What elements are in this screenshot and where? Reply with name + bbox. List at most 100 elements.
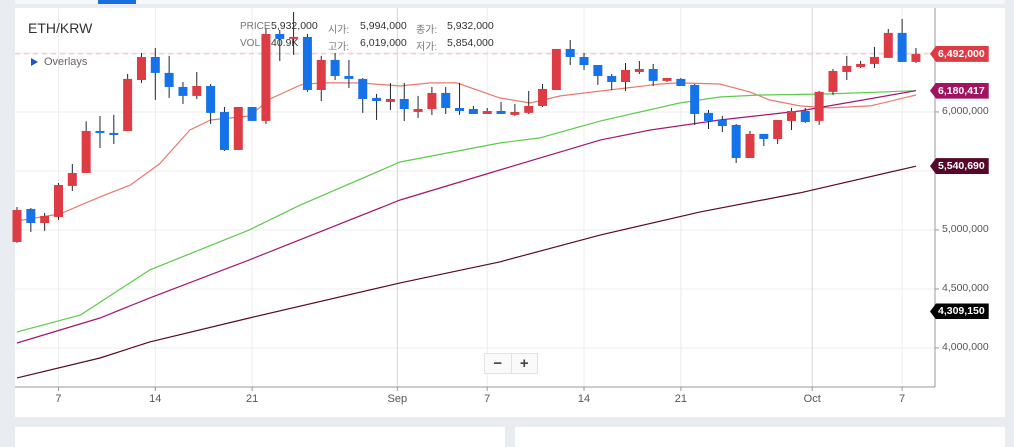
candle-body bbox=[856, 63, 866, 67]
candle[interactable] bbox=[358, 77, 368, 113]
active-tab-indicator[interactable] bbox=[98, 0, 136, 4]
candle[interactable] bbox=[786, 107, 796, 131]
candle[interactable] bbox=[496, 101, 506, 114]
candle[interactable] bbox=[648, 63, 658, 86]
candle[interactable] bbox=[261, 27, 271, 124]
candle[interactable] bbox=[302, 33, 312, 92]
candlestick-chart[interactable] bbox=[0, 0, 1014, 438]
candle[interactable] bbox=[579, 52, 589, 70]
candle-body bbox=[344, 75, 354, 79]
candle-body bbox=[759, 133, 769, 139]
candle[interactable] bbox=[427, 86, 437, 115]
candle[interactable] bbox=[745, 130, 755, 158]
candle[interactable] bbox=[136, 52, 146, 83]
candle[interactable] bbox=[538, 83, 548, 107]
candle[interactable] bbox=[316, 55, 326, 101]
candle[interactable] bbox=[468, 105, 478, 114]
candle[interactable] bbox=[828, 69, 838, 95]
candle-body bbox=[731, 124, 741, 158]
candle[interactable] bbox=[233, 106, 243, 150]
zoom-out-button[interactable]: − bbox=[493, 355, 503, 372]
candle-body bbox=[717, 119, 727, 126]
candle-body bbox=[441, 92, 451, 108]
candle[interactable] bbox=[67, 163, 77, 192]
candle[interactable] bbox=[372, 93, 382, 120]
overlays-toggle[interactable]: Overlays bbox=[31, 56, 87, 68]
overlays-label: Overlays bbox=[44, 56, 88, 68]
candle[interactable] bbox=[551, 48, 561, 91]
candle-body bbox=[593, 64, 603, 76]
candle-body bbox=[261, 33, 271, 121]
candle[interactable] bbox=[219, 106, 229, 152]
candle[interactable] bbox=[164, 55, 174, 98]
candle[interactable] bbox=[247, 106, 257, 121]
candle[interactable] bbox=[399, 82, 409, 121]
candle[interactable] bbox=[814, 90, 824, 125]
candle[interactable] bbox=[482, 107, 492, 114]
candle[interactable] bbox=[690, 83, 700, 125]
candle[interactable] bbox=[800, 107, 810, 123]
candle-body bbox=[510, 111, 520, 115]
candle[interactable] bbox=[26, 208, 36, 232]
candle-body bbox=[662, 77, 672, 81]
x-tick-label: 7 bbox=[55, 393, 62, 405]
candle-body bbox=[427, 92, 437, 110]
high-label: 고가: bbox=[328, 42, 350, 53]
candle[interactable] bbox=[275, 29, 285, 61]
candle[interactable] bbox=[81, 121, 91, 173]
candle[interactable] bbox=[53, 182, 63, 220]
candle[interactable] bbox=[717, 115, 727, 133]
candle[interactable] bbox=[510, 103, 520, 116]
candle[interactable] bbox=[192, 71, 202, 99]
candle[interactable] bbox=[12, 206, 22, 243]
candle[interactable] bbox=[524, 90, 534, 114]
candle[interactable] bbox=[40, 212, 50, 231]
candle[interactable] bbox=[123, 73, 133, 131]
candle[interactable] bbox=[455, 82, 465, 115]
candle[interactable] bbox=[662, 77, 672, 82]
candle[interactable] bbox=[759, 133, 769, 146]
candle-body bbox=[385, 98, 395, 102]
candle-body bbox=[676, 78, 686, 86]
candle-body bbox=[413, 109, 423, 112]
candle-body bbox=[607, 75, 617, 82]
candle[interactable] bbox=[150, 48, 160, 100]
candle-body bbox=[206, 85, 216, 113]
candle[interactable] bbox=[178, 81, 188, 104]
candle[interactable] bbox=[731, 123, 741, 163]
candle[interactable] bbox=[773, 119, 783, 144]
candle-body bbox=[482, 111, 492, 114]
candle[interactable] bbox=[634, 60, 644, 74]
x-tick-label: 14 bbox=[577, 393, 591, 405]
candle[interactable] bbox=[109, 114, 119, 144]
candle[interactable] bbox=[593, 64, 603, 85]
candle[interactable] bbox=[842, 55, 852, 80]
candle[interactable] bbox=[344, 59, 354, 89]
x-tick-label: 21 bbox=[674, 393, 687, 405]
candle[interactable] bbox=[856, 60, 866, 68]
candle[interactable] bbox=[95, 115, 105, 148]
candle-body bbox=[468, 109, 478, 114]
candle[interactable] bbox=[441, 86, 451, 114]
candle[interactable] bbox=[869, 46, 879, 68]
candle[interactable] bbox=[607, 73, 617, 91]
zoom-control: − + bbox=[484, 353, 538, 374]
candle[interactable] bbox=[565, 39, 575, 65]
candle-body bbox=[247, 106, 257, 121]
axis-ticks bbox=[57, 52, 939, 391]
candle[interactable] bbox=[385, 82, 395, 110]
zoom-in-button[interactable]: + bbox=[510, 354, 538, 373]
candle[interactable] bbox=[897, 18, 907, 62]
candle[interactable] bbox=[330, 52, 340, 80]
candle-body bbox=[399, 98, 409, 110]
candle[interactable] bbox=[413, 95, 423, 118]
y-tick-label: 6,000,000 bbox=[942, 104, 989, 117]
candle-body bbox=[621, 69, 631, 82]
candle[interactable] bbox=[621, 62, 631, 91]
candle[interactable] bbox=[883, 29, 893, 58]
candle[interactable] bbox=[676, 77, 686, 86]
candle[interactable] bbox=[704, 109, 713, 129]
candle[interactable] bbox=[289, 12, 299, 55]
candle[interactable] bbox=[206, 83, 216, 124]
candle[interactable] bbox=[911, 48, 921, 63]
